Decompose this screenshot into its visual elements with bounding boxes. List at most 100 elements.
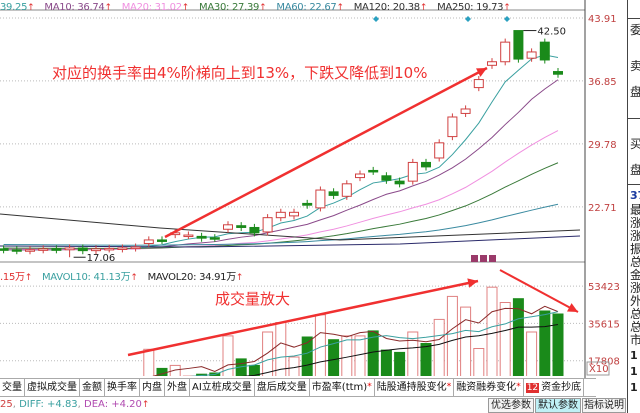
tab-1[interactable]: 虚拟成交量 (25, 379, 80, 396)
panel-label: 盘 (630, 164, 640, 176)
high-price-label: 42.50 (537, 27, 566, 38)
candle (487, 61, 497, 66)
panel-label: 总 (630, 321, 640, 333)
tab-label: 陆股通持股变化 (376, 382, 447, 393)
candle (236, 225, 247, 228)
volume-decline-arrow (499, 269, 579, 313)
price-trend-arrow-head-icon (476, 68, 487, 77)
candle (328, 191, 339, 196)
tab-marker: * (367, 382, 372, 392)
tab-label: 盘后成交量 (256, 382, 307, 393)
candle (460, 108, 471, 114)
panel-label: 37 (630, 189, 640, 202)
candle (38, 248, 49, 251)
price-tick-label: 22.71 (588, 203, 617, 214)
signal-badge-icon (489, 255, 496, 262)
signal-badge-icon (480, 255, 487, 262)
volume-bar (156, 367, 168, 376)
signal-badge-icon (471, 255, 478, 262)
price-trend-arrow (164, 66, 488, 239)
tab-badge: 12 (525, 383, 540, 393)
tab-label: 交量 (2, 382, 22, 393)
default-params-button[interactable]: 默认参数 (535, 398, 581, 413)
tab-label: 虚拟成交量 (27, 382, 77, 393)
candle (500, 41, 511, 63)
ma60-line (3, 203, 559, 246)
volume-bar (539, 310, 551, 376)
panel-label: 1 (630, 349, 638, 362)
indicator-help-button[interactable]: 指标说明 (582, 398, 626, 413)
tab-9[interactable]: 陆股通持股变化* (375, 379, 455, 396)
volume-bar (262, 331, 274, 376)
arrow-up-icon: ↑ (24, 273, 33, 283)
legend-item: .15万↑ (0, 272, 33, 283)
indicator-readout: 25, DIFF: +4.83, DEA: +4.20↑ (0, 399, 150, 410)
volume-tick-label: 35615 (588, 319, 620, 330)
panel-label: 总 (630, 256, 640, 268)
arrow-up-icon: ↑ (130, 273, 138, 283)
panel-divider (628, 18, 640, 19)
legend-item: 39.25↑ (0, 2, 35, 13)
volume-unit-label: X10 (589, 364, 609, 375)
candlestick-chart[interactable]: 43.9136.8529.7822.71534233561517808X1042… (0, 0, 627, 378)
diff-value: DIFF: +4.83 (19, 399, 78, 410)
volume-bar (248, 364, 260, 376)
candle (381, 175, 392, 181)
ma20-line (3, 130, 559, 250)
legend-item: MA10: 36.74↑ (44, 2, 112, 13)
volume-bar (499, 302, 511, 376)
tab-2[interactable]: 金额 (80, 379, 105, 396)
price-ma-legend: 39.25↑ MA10: 36.74↑ MA20: 31.02↑ MA30: 27.3… (0, 2, 520, 13)
tab-4[interactable]: 内盘 (140, 379, 165, 396)
tab-3[interactable]: 换手率 (105, 379, 140, 396)
panel-label: 外 (630, 295, 640, 307)
tab-label: 金额 (82, 382, 102, 393)
panel-label: 1 (630, 381, 638, 394)
panel-label: 买 (630, 138, 640, 150)
volume-decline-arrow-head-icon (567, 303, 578, 312)
candle (130, 246, 141, 250)
candle (447, 116, 458, 138)
legend-item: MA30: 27.39↑ (199, 2, 267, 13)
tab-label: 换手率 (107, 382, 137, 393)
preferred-params-button[interactable]: 优选参数 (488, 398, 534, 413)
arrow-up-icon: ↑ (235, 273, 244, 283)
panel-label: 涨 (630, 217, 640, 229)
tab-7[interactable]: 盘后成交量 (255, 379, 310, 396)
panel-label: 市 (630, 334, 640, 346)
tab-label: 融资融券变化 (456, 382, 517, 393)
volume-annotation: 成交量放大 (215, 290, 291, 308)
price-tick-label: 29.78 (588, 140, 617, 151)
volume-bar (407, 331, 419, 376)
candle (117, 247, 128, 250)
tab-8[interactable]: 市盈率(ttm)* (310, 379, 375, 396)
volume-bar (367, 330, 379, 376)
tab-5[interactable]: 外盘 (165, 379, 190, 396)
volume-bars (143, 286, 564, 376)
arrow-up-icon: ↑ (503, 3, 511, 13)
legend-item: MA250: 19.73↑ (437, 2, 511, 13)
volume-bar (301, 336, 313, 376)
candle (289, 211, 299, 217)
panel-divider (628, 118, 640, 119)
candle (434, 142, 445, 159)
tab-0[interactable]: 交量 (0, 379, 25, 396)
candle (0, 248, 9, 251)
candle (77, 247, 88, 252)
tab-6[interactable]: AI立桩成交量 (190, 379, 255, 396)
price-tick-label: 43.91 (588, 14, 617, 25)
candle (183, 234, 194, 238)
legend-item: MAVOL10: 41.13万↑ (41, 272, 138, 283)
panel-label: 涨 (630, 230, 640, 242)
tab-label: 资金抄底 (541, 382, 582, 393)
candle (64, 247, 75, 251)
arrow-up-icon: ↑ (27, 3, 35, 13)
volume-bar (486, 286, 498, 376)
arrow-up-icon: ↑ (104, 3, 112, 13)
volume-bar (433, 318, 445, 376)
tab-11[interactable]: 12 资金抄底 (524, 379, 585, 396)
mavol20-line (241, 323, 559, 376)
panel-label: 金 (630, 269, 640, 281)
candle (91, 248, 101, 252)
tab-10[interactable]: 融资融券变化* (454, 379, 524, 396)
